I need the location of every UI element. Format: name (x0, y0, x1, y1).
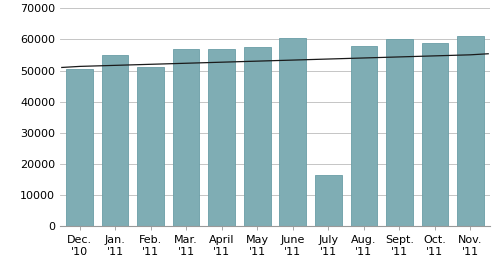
Bar (244, 47, 270, 226)
Bar (457, 36, 484, 226)
Bar (422, 43, 448, 226)
Bar (173, 49, 200, 226)
Bar (315, 175, 342, 226)
Bar (350, 46, 377, 226)
Bar (386, 39, 412, 226)
Bar (66, 69, 93, 226)
Bar (138, 67, 164, 226)
Bar (208, 49, 235, 226)
Bar (280, 38, 306, 226)
Bar (102, 55, 128, 226)
